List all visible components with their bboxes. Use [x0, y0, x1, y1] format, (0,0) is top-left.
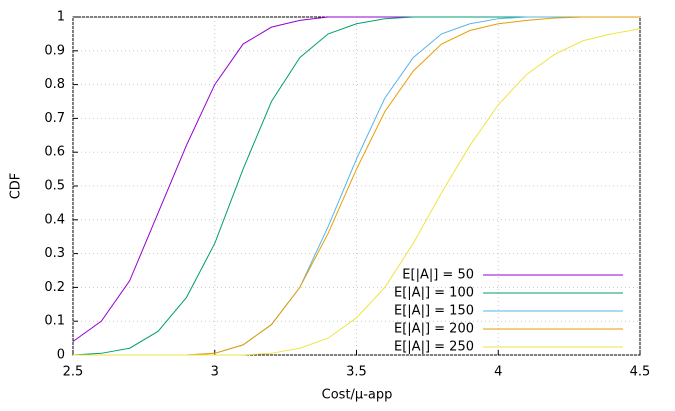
x-tick-label: 2.5	[63, 365, 84, 380]
y-tick-label: 0.1	[44, 314, 65, 329]
x-tick-label: 3.5	[346, 365, 367, 380]
legend-label: E[|A|] = 50	[402, 268, 474, 283]
y-tick-label: 0.3	[44, 246, 65, 261]
legend-label: E[|A|] = 150	[394, 304, 474, 319]
y-tick-label: 0.6	[44, 145, 65, 160]
y-tick-label: 0.9	[44, 43, 65, 58]
x-tick-label: 4	[494, 365, 502, 380]
y-tick-label: 0	[57, 348, 65, 363]
legend-label: E[|A|] = 200	[394, 322, 474, 337]
legend-label: E[|A|] = 100	[394, 286, 474, 301]
y-tick-label: 0.4	[44, 212, 65, 227]
y-tick-label: 0.8	[44, 77, 65, 92]
y-axis-label: CDF	[9, 173, 24, 200]
y-tick-label: 0.2	[44, 280, 65, 295]
x-axis-label: Cost/µ-app	[322, 388, 393, 403]
y-tick-label: 1	[57, 10, 65, 25]
x-tick-label: 4.5	[630, 365, 651, 380]
y-tick-label: 0.5	[44, 179, 65, 194]
legend-label: E[|A|] = 250	[394, 340, 474, 355]
series-line	[73, 28, 641, 356]
y-tick-label: 0.7	[44, 111, 65, 126]
x-tick-label: 3	[211, 365, 219, 380]
